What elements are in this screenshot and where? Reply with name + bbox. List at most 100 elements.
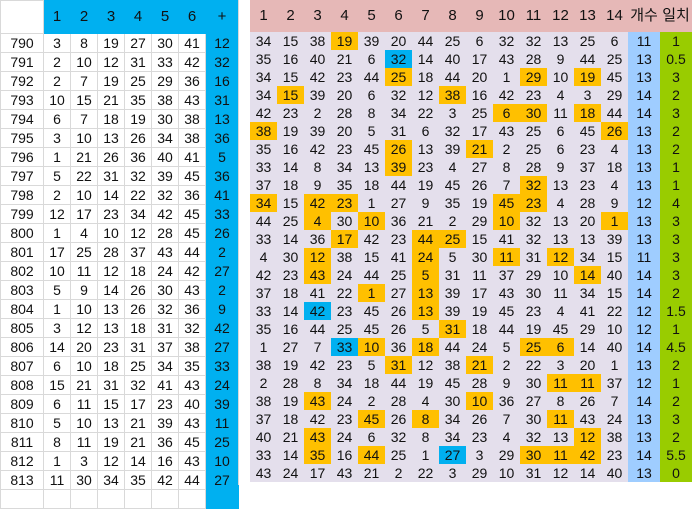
- number-cell[interactable]: 32: [151, 185, 179, 205]
- number-cell[interactable]: 43: [178, 451, 206, 471]
- match-cell[interactable]: 3: [660, 212, 692, 230]
- highlighted-number-cell[interactable]: 18: [412, 338, 439, 356]
- number-cell[interactable]: 25: [124, 356, 152, 376]
- column-header[interactable]: 14: [601, 0, 628, 32]
- number-cell[interactable]: 38: [439, 356, 466, 374]
- number-cell[interactable]: 5: [412, 320, 439, 338]
- number-cell[interactable]: 34: [97, 470, 125, 490]
- bonus-cell[interactable]: 41: [205, 185, 239, 205]
- number-cell[interactable]: 44: [250, 212, 277, 230]
- number-cell[interactable]: 28: [331, 104, 358, 122]
- number-cell[interactable]: 20: [331, 122, 358, 140]
- number-cell[interactable]: 17: [466, 122, 493, 140]
- number-cell[interactable]: 3: [439, 464, 466, 482]
- number-cell[interactable]: 18: [277, 176, 304, 194]
- number-cell[interactable]: 12: [547, 464, 574, 482]
- number-cell[interactable]: 20: [466, 68, 493, 86]
- bonus-match-cell[interactable]: 42: [304, 302, 331, 320]
- round-number-cell[interactable]: 799: [0, 204, 44, 224]
- number-cell[interactable]: 37: [250, 176, 277, 194]
- number-cell[interactable]: 44: [412, 32, 439, 50]
- highlighted-number-cell[interactable]: 43: [304, 428, 331, 446]
- number-cell[interactable]: 1: [43, 223, 71, 243]
- highlighted-number-cell[interactable]: 45: [358, 410, 385, 428]
- highlighted-number-cell[interactable]: 45: [493, 194, 520, 212]
- round-number-cell[interactable]: 795: [0, 128, 44, 148]
- number-cell[interactable]: 23: [331, 68, 358, 86]
- number-cell[interactable]: 8: [412, 428, 439, 446]
- number-cell[interactable]: 7: [601, 392, 628, 410]
- number-cell[interactable]: 6: [358, 86, 385, 104]
- number-cell[interactable]: 10: [70, 128, 98, 148]
- number-cell[interactable]: 3: [547, 356, 574, 374]
- match-cell[interactable]: 5.5: [660, 446, 692, 464]
- number-cell[interactable]: 43: [493, 284, 520, 302]
- count-cell[interactable]: 14: [628, 86, 660, 104]
- round-number-cell[interactable]: 808: [0, 375, 44, 395]
- highlighted-number-cell[interactable]: 10: [493, 212, 520, 230]
- number-cell[interactable]: 30: [466, 248, 493, 266]
- number-cell[interactable]: 13: [574, 230, 601, 248]
- number-cell[interactable]: 25: [439, 32, 466, 50]
- number-cell[interactable]: 31: [124, 337, 152, 357]
- number-cell[interactable]: 36: [304, 230, 331, 248]
- highlighted-number-cell[interactable]: 21: [466, 140, 493, 158]
- number-cell[interactable]: 38: [178, 109, 206, 129]
- bonus-cell[interactable]: 5: [205, 147, 239, 167]
- column-header[interactable]: 12: [547, 0, 574, 32]
- number-cell[interactable]: 41: [178, 147, 206, 167]
- highlighted-number-cell[interactable]: 11: [547, 374, 574, 392]
- number-cell[interactable]: 31: [97, 166, 125, 186]
- number-cell[interactable]: 18: [277, 410, 304, 428]
- match-cell[interactable]: 3: [660, 68, 692, 86]
- number-cell[interactable]: 18: [97, 109, 125, 129]
- number-cell[interactable]: 15: [277, 194, 304, 212]
- number-cell[interactable]: 27: [277, 338, 304, 356]
- column-header[interactable]: 4: [331, 0, 358, 32]
- highlighted-number-cell[interactable]: 21: [466, 356, 493, 374]
- number-cell[interactable]: 45: [178, 223, 206, 243]
- number-cell[interactable]: 27: [385, 194, 412, 212]
- match-cell[interactable]: 2: [660, 356, 692, 374]
- number-cell[interactable]: 12: [70, 318, 98, 338]
- number-cell[interactable]: 40: [250, 428, 277, 446]
- number-cell[interactable]: 42: [493, 86, 520, 104]
- number-cell[interactable]: 4: [547, 194, 574, 212]
- number-cell[interactable]: 34: [385, 104, 412, 122]
- round-number-cell[interactable]: 803: [0, 280, 44, 300]
- bonus-cell[interactable]: 31: [205, 90, 239, 110]
- number-cell[interactable]: 24: [331, 392, 358, 410]
- number-cell[interactable]: 10: [547, 68, 574, 86]
- number-cell[interactable]: 28: [574, 194, 601, 212]
- empty-cell[interactable]: [124, 489, 152, 509]
- number-cell[interactable]: 20: [385, 32, 412, 50]
- number-cell[interactable]: 14: [574, 338, 601, 356]
- number-cell[interactable]: 34: [331, 158, 358, 176]
- number-cell[interactable]: 9: [547, 50, 574, 68]
- number-cell[interactable]: 33: [250, 230, 277, 248]
- number-cell[interactable]: 28: [520, 50, 547, 68]
- match-cell[interactable]: 3: [660, 266, 692, 284]
- match-cell[interactable]: 1: [660, 320, 692, 338]
- number-cell[interactable]: 9: [70, 280, 98, 300]
- number-cell[interactable]: 41: [304, 284, 331, 302]
- number-cell[interactable]: 15: [70, 90, 98, 110]
- highlighted-number-cell[interactable]: 30: [520, 446, 547, 464]
- number-cell[interactable]: 23: [331, 410, 358, 428]
- match-cell[interactable]: 2: [660, 284, 692, 302]
- number-cell[interactable]: 33: [151, 52, 179, 72]
- number-cell[interactable]: 16: [277, 50, 304, 68]
- number-cell[interactable]: 4: [70, 223, 98, 243]
- number-cell[interactable]: 2: [43, 52, 71, 72]
- number-cell[interactable]: 15: [43, 375, 71, 395]
- count-cell[interactable]: 13: [628, 230, 660, 248]
- number-cell[interactable]: 43: [178, 375, 206, 395]
- number-cell[interactable]: 23: [331, 140, 358, 158]
- number-cell[interactable]: 45: [439, 374, 466, 392]
- number-cell[interactable]: 17: [70, 204, 98, 224]
- number-cell[interactable]: 9: [493, 374, 520, 392]
- number-cell[interactable]: 14: [412, 50, 439, 68]
- number-cell[interactable]: 37: [124, 242, 152, 262]
- number-cell[interactable]: 18: [358, 176, 385, 194]
- number-cell[interactable]: 5: [493, 338, 520, 356]
